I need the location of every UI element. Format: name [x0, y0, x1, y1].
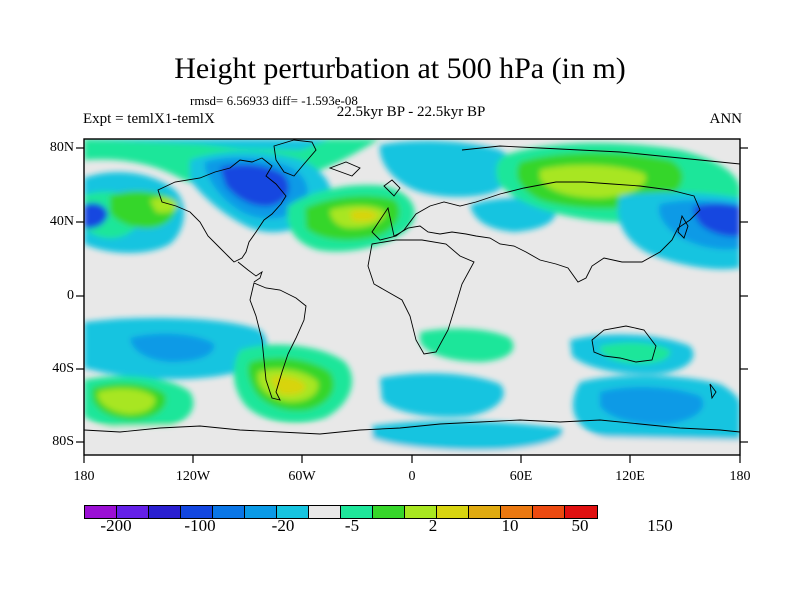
colorbar-swatch: [405, 506, 437, 518]
lon-label-60e: 60E: [509, 469, 533, 484]
period-label: 22.5kyr BP - 22.5kyr BP: [336, 104, 486, 120]
colorbar-label: 150: [647, 516, 673, 535]
colorbar-swatch: [469, 506, 501, 518]
colorbar-swatch: [437, 506, 469, 518]
lon-label-180e: 180: [729, 469, 751, 484]
colorbar-label: -200: [100, 516, 132, 535]
lon-label-120w: 120W: [175, 469, 211, 484]
rmsd-diff-stats: rmsd= 6.56933 diff= -1.593e-08: [190, 93, 358, 108]
colorbar-swatch: [309, 506, 341, 518]
lon-label-60w: 60W: [288, 469, 316, 484]
plot-title: Height perturbation at 500 hPa (in m): [174, 52, 626, 85]
axis-ticks: [76, 147, 748, 463]
colorbar-swatch: [117, 506, 149, 518]
lat-label-80s: 80S: [52, 434, 74, 449]
colorbar-swatch: [373, 506, 405, 518]
lat-label-40n: 40N: [49, 214, 74, 229]
colorbar-swatch: [533, 506, 565, 518]
lon-label-120e: 120E: [615, 469, 645, 484]
experiment-label: Expt = temlX1-temlX: [83, 111, 215, 127]
colorbar-label: -100: [184, 516, 216, 535]
colorbar-label: 50: [571, 516, 589, 535]
colorbar-swatch: [565, 506, 597, 518]
colorbar-swatch: [501, 506, 533, 518]
lon-label-180w: 180: [73, 469, 95, 484]
colorbar-swatch: [277, 506, 309, 518]
colorbar-swatch: [213, 506, 245, 518]
contour-fill: [84, 139, 740, 455]
lat-label-80n: 80N: [49, 140, 74, 155]
colorbar-swatch: [245, 506, 277, 518]
coastlines: [84, 139, 740, 435]
colorbar: [84, 505, 598, 519]
lat-label-0: 0: [67, 288, 74, 303]
lat-label-40s: 40S: [52, 361, 74, 376]
colorbar-label: -5: [344, 516, 360, 535]
colorbar-swatch: [341, 506, 373, 518]
season-label: ANN: [709, 111, 743, 127]
colorbar-swatch: [85, 506, 117, 518]
colorbar-swatch: [181, 506, 213, 518]
colorbar-swatch: [149, 506, 181, 518]
colorbar-label: -20: [271, 516, 295, 535]
lon-label-0: 0: [408, 469, 416, 484]
colorbar-label: 2: [428, 516, 438, 535]
colorbar-label: 10: [501, 516, 519, 535]
